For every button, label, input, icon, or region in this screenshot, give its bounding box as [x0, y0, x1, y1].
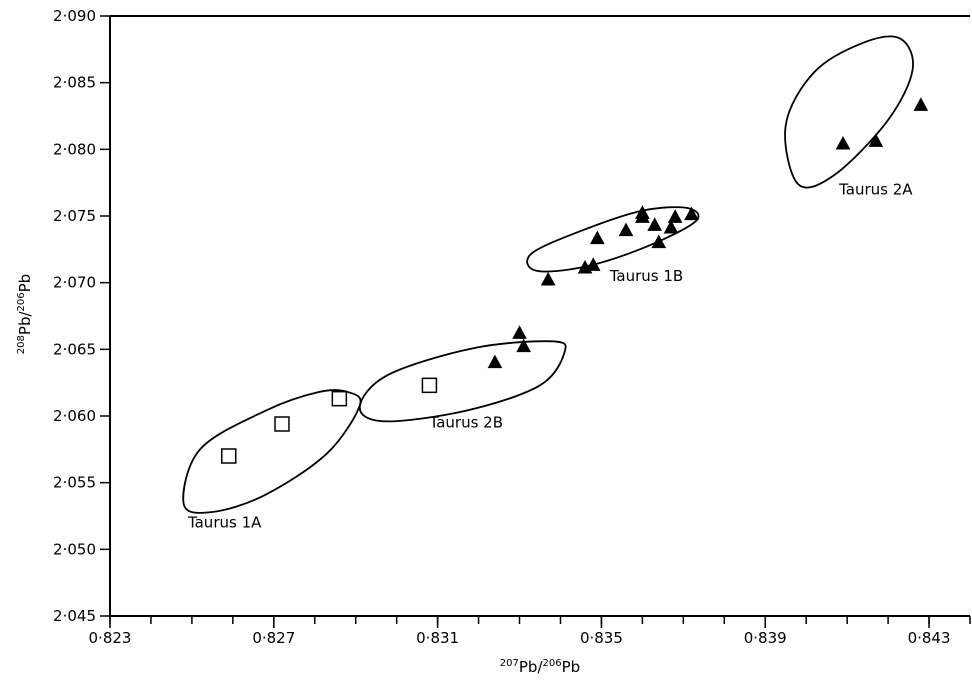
triangle-point [663, 219, 679, 234]
y-tick-label: 2·085 [53, 74, 96, 92]
ellipse-2 [358, 340, 567, 423]
y-tick-label: 2·060 [53, 407, 96, 425]
triangle-point [835, 135, 851, 150]
y-tick-label: 2·070 [53, 274, 96, 292]
y-tick-label: 2·050 [53, 540, 96, 558]
x-tick-label: 0·823 [89, 629, 132, 647]
y-tick-label: 2·090 [53, 7, 96, 25]
y-tick-label: 2·065 [53, 340, 96, 358]
triangle-point [487, 354, 503, 369]
triangle-point [651, 234, 667, 249]
x-tick-label: 0·831 [416, 629, 459, 647]
square-point [221, 448, 237, 464]
y-tick-label: 2·055 [53, 474, 96, 492]
ellipse-3 [526, 206, 700, 273]
group-label: Taurus 1A [187, 514, 262, 532]
square-point [331, 390, 348, 407]
group-label: Taurus 2B [429, 414, 503, 432]
group-labels: Taurus 1A Taurus 2B Taurus 1B Taurus 2A [187, 180, 913, 531]
group-label: Taurus 1B [609, 267, 683, 285]
ellipse-4 [784, 35, 914, 189]
y-axis-ticks: 2·045 2·050 2·055 2·060 2·065 2·070 2·075 2·080… [53, 7, 110, 625]
x-axis-ticks: 0·823 0·827 0·831 0·835 0·839 0·843 [89, 616, 971, 647]
triangle-point [667, 209, 683, 223]
triangle-point [868, 133, 884, 147]
y-tick-label: 2·045 [53, 607, 96, 625]
ellipse-1 [182, 389, 362, 514]
triangle-point [516, 338, 531, 353]
x-axis-label: 207Pb/206Pb [500, 658, 580, 676]
x-tick-label: 0·835 [580, 629, 623, 647]
group-label: Taurus 2A [838, 180, 913, 198]
triangle-point [618, 222, 634, 237]
square-point [421, 377, 438, 394]
triangle-point [635, 205, 650, 219]
y-tick-label: 2·080 [53, 140, 96, 158]
y-tick-label: 2·075 [53, 207, 96, 225]
x-tick-label: 0·839 [744, 629, 787, 647]
triangle-point [913, 97, 929, 111]
triangle-point [589, 230, 605, 245]
y-axis-label: 208Pb/206Pb [16, 274, 34, 354]
x-tick-label: 0·827 [252, 629, 295, 647]
ellipses [182, 35, 914, 514]
triangle-point [512, 325, 527, 339]
triangle-point [585, 257, 601, 271]
triangle-point [647, 217, 663, 231]
triangle-point [684, 206, 699, 221]
x-tick-label: 0·843 [908, 629, 951, 647]
data-points [221, 97, 929, 464]
triangle-point [540, 271, 556, 286]
square-point [274, 416, 290, 432]
axes [109, 15, 970, 617]
